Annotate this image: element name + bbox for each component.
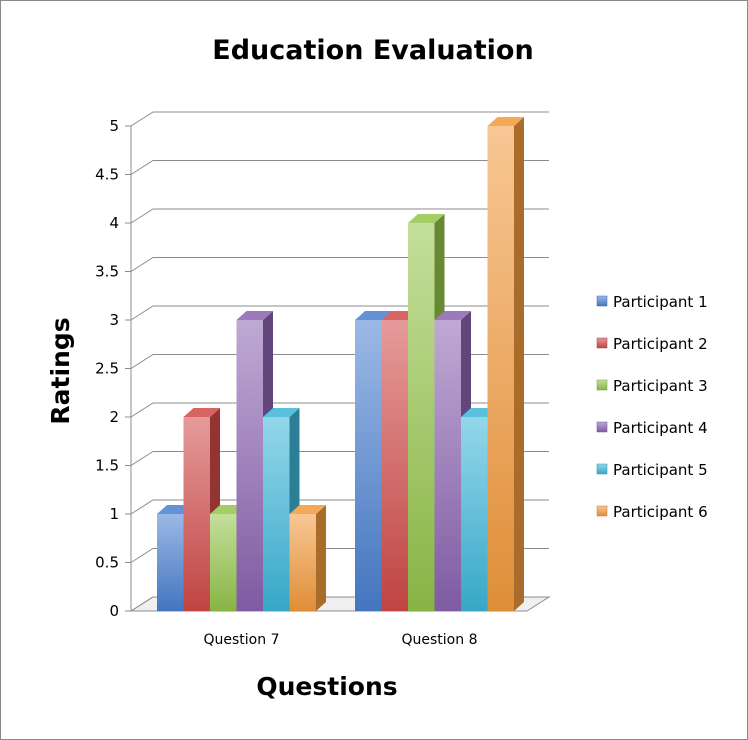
gridline (130, 208, 549, 224)
bar-top (183, 408, 220, 417)
legend-item: Participant 5 (596, 461, 708, 479)
bar-side (316, 505, 326, 611)
legend-swatch (596, 421, 608, 433)
bar-front (157, 514, 184, 611)
bar-top (487, 117, 524, 126)
bar-front (461, 417, 488, 611)
bar-top (408, 214, 445, 223)
y-tick-label: 4 (109, 214, 119, 232)
legend-label: Participant 3 (613, 377, 708, 395)
chart-title: Education Evaluation (212, 35, 533, 66)
bar-top (236, 311, 273, 320)
gridline (130, 305, 549, 321)
bar-top (263, 408, 300, 417)
legend-swatch (596, 379, 608, 391)
bar-top (355, 311, 392, 320)
legend: Participant 1 Participant 2 Participant 3 P… (596, 293, 708, 521)
y-tick-label: 5 (109, 117, 119, 135)
legend-swatch (596, 295, 608, 307)
y-axis-ticks: 0 0.5 1 1.5 2 2.5 3 3.5 4 4.5 5 (95, 117, 131, 620)
legend-swatch (596, 505, 608, 517)
legend-swatch (596, 463, 608, 475)
y-tick-label: 2.5 (95, 360, 119, 378)
legend-label: Participant 5 (613, 461, 708, 479)
bar-top (289, 505, 326, 514)
y-tick-label: 4.5 (95, 166, 119, 184)
bar-front (263, 417, 290, 611)
y-tick-label: 3 (109, 311, 119, 329)
legend-item: Participant 4 (596, 419, 708, 437)
legend-item: Participant 1 (596, 293, 708, 311)
bar-front (210, 514, 237, 611)
bar-side (514, 117, 524, 611)
bar-front (183, 417, 210, 611)
y-tick-label: 1 (109, 505, 119, 523)
bar-front (236, 320, 263, 611)
x-axis-categories: Question 7 Question 8 (204, 632, 478, 648)
bar-front (355, 320, 382, 611)
x-category-label: Question 7 (204, 632, 280, 648)
bar-top (434, 311, 471, 320)
legend-label: Participant 1 (613, 293, 708, 311)
legend-item: Participant 3 (596, 377, 708, 395)
legend-label: Participant 2 (613, 335, 708, 353)
bar-front (408, 223, 435, 611)
bar-front (381, 320, 408, 611)
bar-front (487, 126, 514, 611)
legend-label: Participant 6 (613, 503, 708, 521)
gridline (130, 160, 549, 175)
bar-front (434, 320, 461, 611)
legend-swatch (596, 337, 608, 349)
legend-item: Participant 2 (596, 335, 708, 353)
bar (289, 505, 326, 611)
legend-label: Participant 4 (613, 419, 708, 437)
y-tick-label: 2 (109, 408, 119, 426)
y-tick-label: 0 (109, 602, 119, 620)
y-axis-title: Ratings (46, 317, 75, 424)
x-axis-title: Questions (256, 672, 397, 701)
gridline (130, 354, 549, 369)
y-tick-label: 3.5 (95, 263, 119, 281)
gridline (130, 257, 549, 272)
x-category-label: Question 8 (402, 632, 478, 648)
bar (487, 117, 524, 611)
bar-front (289, 514, 316, 611)
gridline (130, 111, 549, 127)
legend-item: Participant 6 (596, 503, 708, 521)
y-tick-label: 1.5 (95, 457, 119, 475)
y-tick-label: 0.5 (95, 554, 119, 572)
bars (157, 117, 524, 611)
